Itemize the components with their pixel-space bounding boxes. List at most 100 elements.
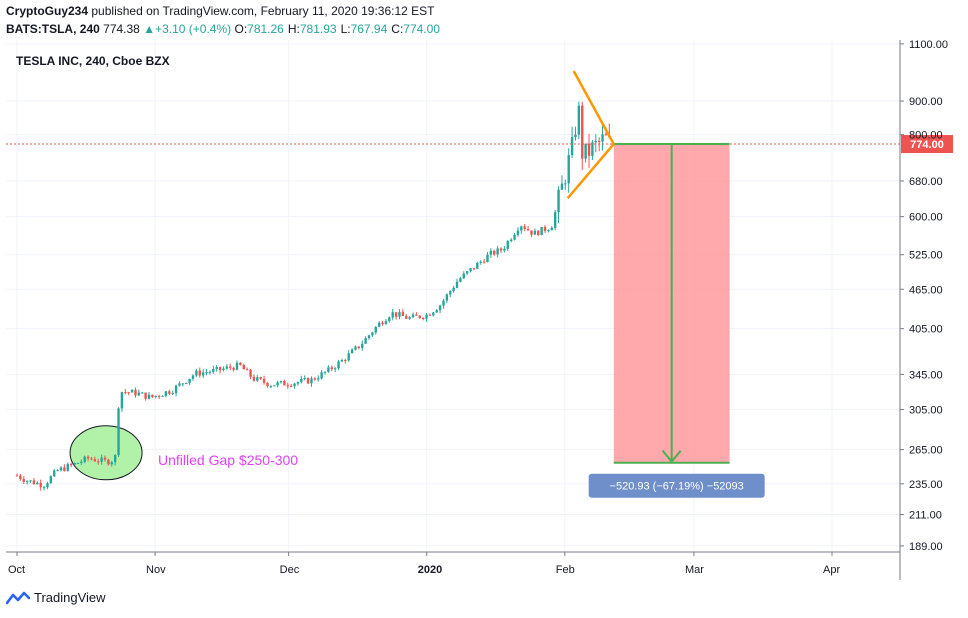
candle-body <box>408 317 411 319</box>
candle-body <box>49 476 53 484</box>
x-tick-label: Apr <box>823 564 840 576</box>
candle-body <box>191 375 195 379</box>
ohlc-value: 781.93 <box>299 22 337 36</box>
candle-body <box>296 382 300 384</box>
candle-body <box>80 461 83 463</box>
candle-body <box>201 372 205 376</box>
chart-title: TESLA INC, 240, Cboe BZX <box>16 54 170 68</box>
candle-body <box>46 483 49 488</box>
candle-body <box>361 343 364 349</box>
candle-body <box>344 360 347 362</box>
candle-body <box>232 367 235 370</box>
candle-body <box>438 305 442 311</box>
candle-body <box>117 408 120 456</box>
candle-body <box>300 378 303 383</box>
gap-ellipse <box>69 425 143 481</box>
candle-body <box>384 321 388 325</box>
candle-body <box>577 105 581 135</box>
up-triangle-icon: ▲ <box>143 22 156 36</box>
candle-body <box>520 226 523 231</box>
candle-body <box>205 372 208 374</box>
candle-body <box>591 142 594 156</box>
candle-body <box>239 362 242 365</box>
candle-body <box>462 273 465 279</box>
price-chart[interactable]: Unfilled Gap $250-300 −520.93 (−67.19%) … <box>0 0 968 590</box>
candle-body <box>317 378 320 380</box>
candle-body <box>289 385 293 387</box>
candle-body <box>276 382 279 386</box>
candle-body <box>489 250 493 255</box>
candle-body <box>29 480 32 482</box>
candle-body <box>455 281 459 288</box>
candle-body <box>181 383 185 385</box>
candle-body <box>323 371 327 373</box>
candle-body <box>293 383 296 387</box>
candle-body <box>445 294 449 301</box>
candle-body <box>83 456 86 462</box>
candle-body <box>25 481 29 483</box>
candle-body <box>218 367 222 371</box>
y-tick-label: 1100.00 <box>909 39 948 51</box>
candle-body <box>63 467 66 471</box>
candle-body <box>283 380 286 386</box>
triangle-lower-line <box>566 143 615 200</box>
x-tick-label: Dec <box>280 564 300 576</box>
candle-body <box>266 382 269 387</box>
candle-body <box>19 475 22 480</box>
triangle-upper-line <box>572 70 615 145</box>
candle-body <box>188 378 191 383</box>
y-tick-label: 235.00 <box>909 479 943 491</box>
candle-body <box>472 268 476 270</box>
candle-body <box>465 271 469 274</box>
candle-body <box>178 383 181 386</box>
projection-arrow-head <box>661 450 682 464</box>
candle-body <box>124 392 127 394</box>
ohlc-value: 774.00 <box>403 22 440 36</box>
y-tick-label: 305.00 <box>909 404 943 416</box>
y-tick-label: 800.00 <box>909 130 943 142</box>
candle-body <box>405 315 408 319</box>
candle-body <box>39 482 42 488</box>
candle-body <box>313 378 317 380</box>
candle-body <box>347 353 350 361</box>
y-tick-label: 345.00 <box>909 369 943 381</box>
candle-body <box>442 300 445 306</box>
candle-body <box>32 480 36 485</box>
candle-body <box>113 455 117 463</box>
publish-text: published on TradingView.com, February 1… <box>91 4 435 18</box>
candle-body <box>107 459 110 465</box>
candle-body <box>547 230 550 232</box>
candle-body <box>144 392 147 399</box>
candle-body <box>330 367 333 370</box>
candle-body <box>567 155 570 184</box>
candle-body <box>553 212 557 228</box>
last-price: 774.38 <box>103 22 140 36</box>
candle-body <box>174 385 178 394</box>
candle-body <box>452 287 455 292</box>
candle-body <box>161 395 164 397</box>
x-tick-label: Oct <box>8 564 25 576</box>
y-tick-label: 189.00 <box>909 541 943 553</box>
footer-brand[interactable]: TradingView <box>6 590 106 605</box>
candle-body <box>59 467 63 471</box>
candle-body <box>594 140 597 143</box>
candle-body <box>530 230 533 235</box>
candle-body <box>516 230 520 235</box>
candle-body <box>357 346 361 349</box>
publisher-name[interactable]: CryptoGuy234 <box>6 4 89 18</box>
x-tick-label: Nov <box>146 564 166 576</box>
candle-body <box>22 479 25 482</box>
x-tick-label: Mar <box>685 564 704 576</box>
candle-body <box>242 364 245 370</box>
candle-body <box>506 241 509 249</box>
candle-body <box>269 386 273 388</box>
candle-body <box>601 134 604 142</box>
candle-body <box>229 366 232 368</box>
candle-body <box>415 314 418 316</box>
candle-body <box>86 456 90 459</box>
candle-body <box>421 317 425 319</box>
candle-body <box>262 378 266 383</box>
x-tick-label: 2020 <box>418 564 442 576</box>
candle-body <box>97 461 100 463</box>
candle-body <box>509 239 513 242</box>
